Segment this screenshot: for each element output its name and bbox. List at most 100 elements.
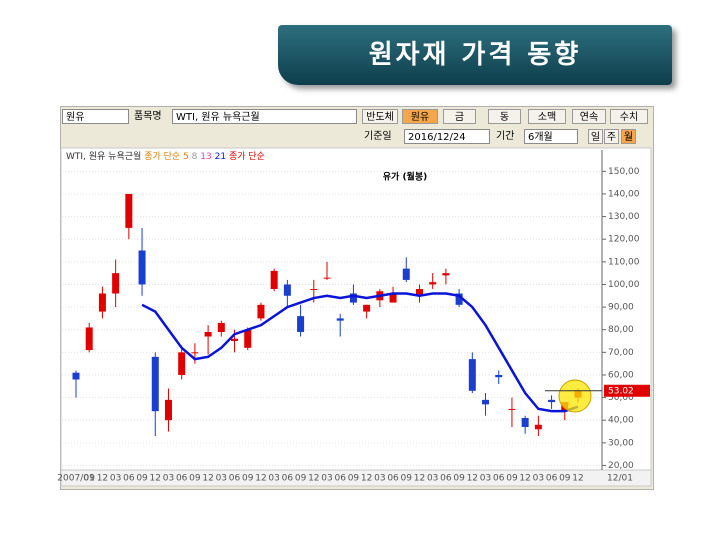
candle-body xyxy=(455,293,463,305)
candle-body xyxy=(468,359,476,391)
x-tick-label: 06 xyxy=(546,474,558,484)
candle-body xyxy=(389,293,397,303)
y-tick-label: 70,00 xyxy=(608,348,634,358)
item-select[interactable]: 원유 xyxy=(62,109,129,124)
toolbar-button[interactable]: 원유 xyxy=(402,109,438,124)
x-tick-label: 12 xyxy=(97,474,108,484)
candle-body xyxy=(548,399,556,403)
highlight xyxy=(558,379,592,413)
x-tick-label: 2007/01 xyxy=(57,474,94,484)
legend-period: 5 xyxy=(183,152,189,162)
x-tick-label: 12 xyxy=(467,474,478,484)
candle-body xyxy=(521,417,529,428)
x-tick-label: 06 xyxy=(493,474,505,484)
legend: WTI, 원유 뉴욕근월 종가 단순 5 8 13 21 종가 단순 xyxy=(66,150,265,162)
toolbar-button[interactable]: 반도체 xyxy=(362,109,398,124)
x-tick-label: 09 xyxy=(189,474,201,484)
y-tick-label: 20,00 xyxy=(608,461,634,471)
y-tick-label: 30,00 xyxy=(608,438,634,448)
x-tick-label: 06 xyxy=(334,474,346,484)
candle-body xyxy=(415,288,423,296)
y-tick-label: 100,00 xyxy=(608,280,640,290)
plot-area xyxy=(60,147,652,471)
candle-body xyxy=(508,408,516,410)
legend-series: 21 xyxy=(215,152,226,162)
x-tick-label: 09 xyxy=(348,474,360,484)
frequency-button[interactable]: 주 xyxy=(604,129,619,144)
legend-period: 8 xyxy=(192,152,198,162)
slide-title: 원자재 가격 동향 xyxy=(278,25,672,85)
x-tick-label: 09 xyxy=(242,474,254,484)
legend-label: 종가 단순 xyxy=(144,151,180,162)
x-tick-label: 03 xyxy=(216,474,227,484)
toolbar-button[interactable]: 수치 xyxy=(610,109,648,124)
period-select[interactable]: 6개월 xyxy=(524,129,578,144)
candle-body xyxy=(310,288,318,290)
y-tick-label: 40,00 xyxy=(608,416,634,426)
candle-body xyxy=(72,372,80,380)
x-tick-label: 12 xyxy=(414,474,425,484)
toolbar-button[interactable]: 연속 xyxy=(572,109,606,124)
item-label: 품목명 xyxy=(134,111,162,122)
x-tick-label: 09 xyxy=(295,474,307,484)
toolbar-button[interactable]: 소맥 xyxy=(528,109,566,124)
legend-name: WTI, 원유 뉴욕근월 xyxy=(66,150,141,162)
candle-body xyxy=(429,282,437,285)
date-label: 기준일 xyxy=(364,131,392,142)
candle-body xyxy=(349,293,357,303)
date-input[interactable]: 2016/12/24 xyxy=(404,129,490,144)
x-tick-label: 12 xyxy=(150,474,161,484)
period-label: 기간 xyxy=(496,131,515,142)
x-tick-label: 12 xyxy=(255,474,266,484)
candle-body xyxy=(495,374,503,378)
x-tick-label: 12 xyxy=(572,474,583,484)
x-tick-label: 03 xyxy=(480,474,491,484)
x-tick-label: 03 xyxy=(268,474,279,484)
frequency-button[interactable]: 월 xyxy=(621,129,636,144)
candle-body xyxy=(482,399,490,405)
candle-body xyxy=(270,270,278,289)
last-price-label: 53.02 xyxy=(608,386,634,396)
item-name[interactable]: WTI, 원유 뉴욕근월 xyxy=(172,109,357,124)
candle-body xyxy=(257,304,265,319)
x-tick-label: 12 xyxy=(308,474,319,484)
y-tick-label: 120,00 xyxy=(608,235,640,245)
candle-body xyxy=(534,424,542,430)
candle-body xyxy=(442,273,450,276)
x-tick-label: 06 xyxy=(123,474,135,484)
x-tick-label: 09 xyxy=(401,474,413,484)
x-tick-label: 03 xyxy=(321,474,332,484)
x-tick-label: 12 xyxy=(202,474,213,484)
chart-title: 유가 (월봉) xyxy=(383,171,427,183)
last-price-box xyxy=(604,384,650,397)
x-tick-label: 12 xyxy=(361,474,372,484)
candle-body xyxy=(204,331,212,337)
y-tick-label: 140,00 xyxy=(608,189,640,199)
candle-body xyxy=(336,318,344,321)
toolbar-button[interactable]: 동 xyxy=(488,109,521,124)
candle-body xyxy=(125,193,133,228)
candle-body xyxy=(363,304,371,312)
x-tick-label: 09 xyxy=(559,474,571,484)
x-tick-label: 12 xyxy=(519,474,530,484)
moving-average-line xyxy=(141,292,579,413)
candle-body xyxy=(323,277,331,279)
x-tick-label: 03 xyxy=(427,474,438,484)
y-tick-label: 110,00 xyxy=(608,257,640,267)
x-tick-label: 03 xyxy=(163,474,174,484)
frequency-button[interactable]: 일 xyxy=(588,129,603,144)
candle-body xyxy=(151,356,159,412)
candle-body xyxy=(164,399,172,421)
y-tick-label: 90,00 xyxy=(608,303,634,313)
candle-body xyxy=(85,327,93,351)
toolbar-button[interactable]: 금 xyxy=(443,109,476,124)
x-axis-band xyxy=(60,469,652,487)
candle-body xyxy=(191,352,199,354)
candle-body xyxy=(297,316,305,332)
x-tick-label: 06 xyxy=(282,474,294,484)
y-tick-label: 50,00 xyxy=(608,393,634,403)
candle-body xyxy=(231,338,239,342)
y-tick-label: 80,00 xyxy=(608,325,634,335)
